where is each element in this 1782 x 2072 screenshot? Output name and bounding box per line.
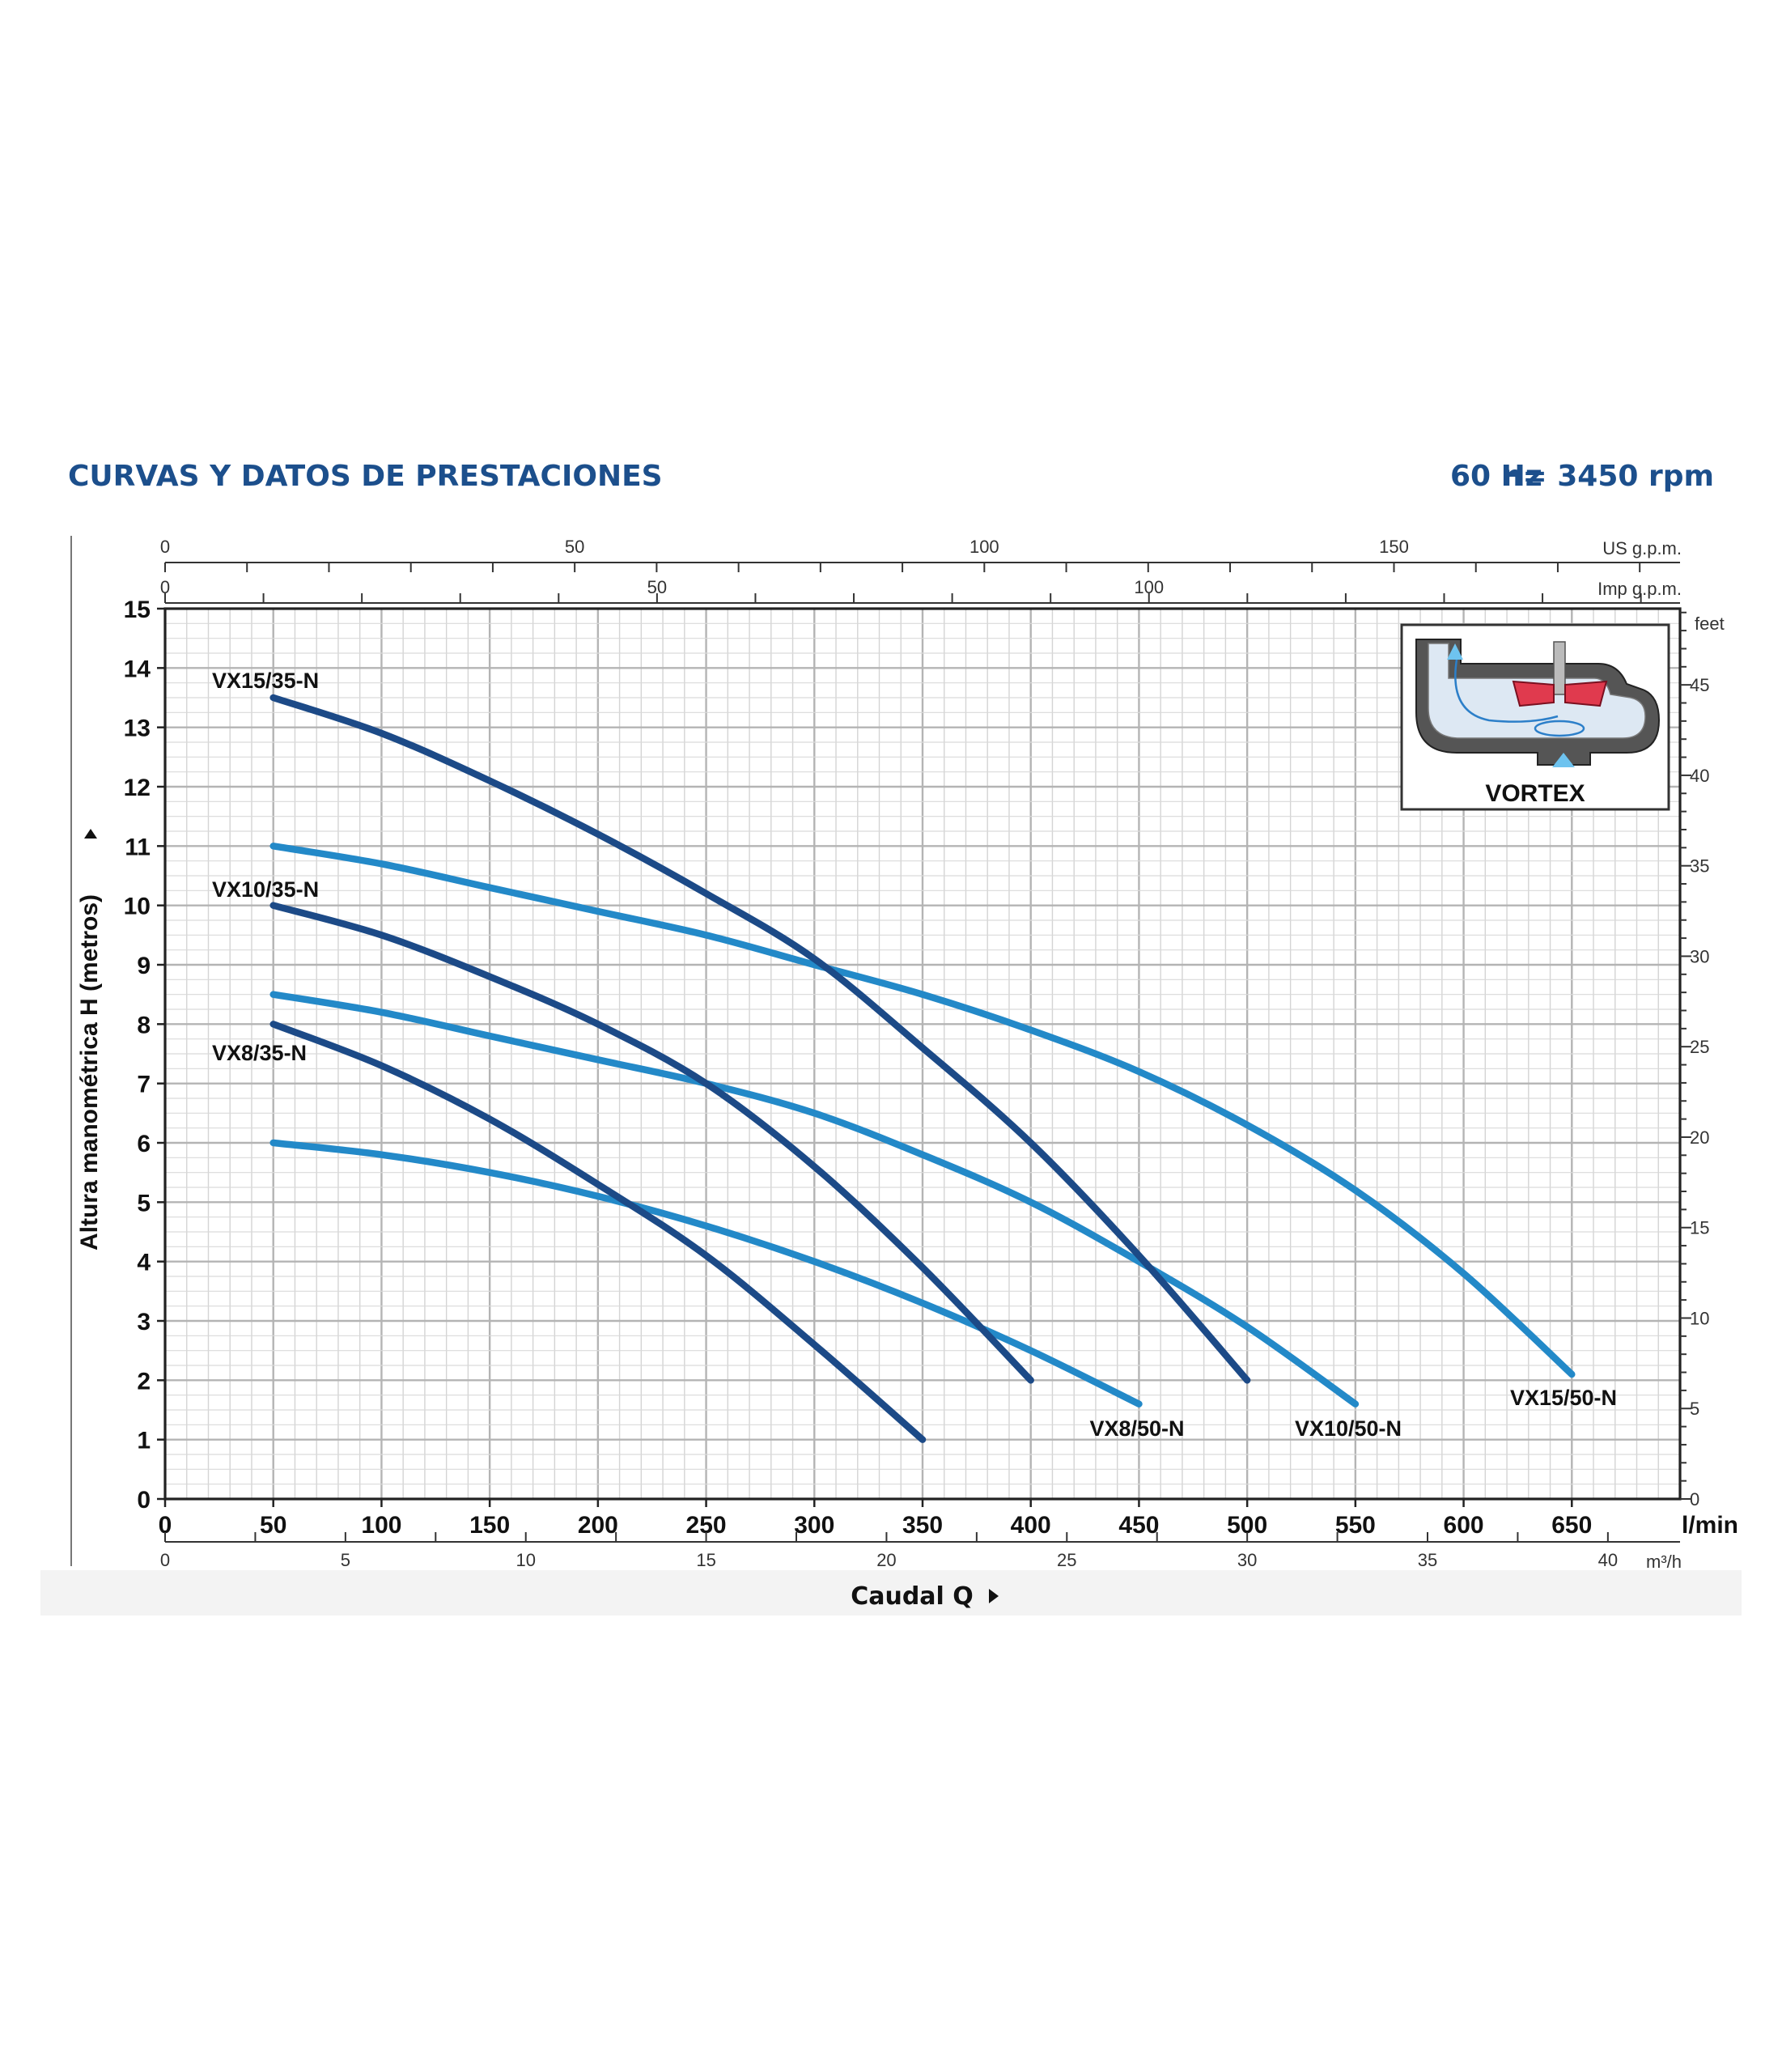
y-tick-label: 3: [137, 1309, 151, 1335]
series-label-vx8-50-n: VX8/50-N: [1089, 1416, 1184, 1441]
flow-line: [1454, 659, 1559, 723]
feet-tick-label: 20: [1690, 1127, 1709, 1148]
pump-shaft: [1553, 641, 1566, 695]
imp-gpm-tick-label: 0: [160, 577, 170, 597]
x-tick-label: 200: [578, 1512, 618, 1539]
m3h-tick-label: 30: [1237, 1550, 1257, 1570]
y-tick-label: 14: [124, 656, 151, 682]
series-label-vx10-50-n: VX10/50-N: [1295, 1416, 1402, 1441]
feet-tick-label: 15: [1690, 1218, 1709, 1238]
series-label-vx10-35-n: VX10/35-N: [212, 877, 319, 902]
us-gpm-unit-label: US g.p.m.: [1602, 538, 1682, 558]
footer-shadow: [40, 1570, 1742, 1616]
y-tick-label: 6: [137, 1131, 151, 1157]
series-line-vx8-35-n: [269, 1021, 927, 1443]
imp-gpm-tick-label: 100: [1134, 577, 1164, 597]
us-gpm-tick-label: 150: [1379, 537, 1409, 557]
us-gpm-tick-label: 0: [160, 537, 170, 557]
m3h-tick-label: 10: [516, 1550, 535, 1570]
axes: 0 50 100 150 200 250 300 350 400 450 500 550 600 650 l…: [124, 537, 1738, 1572]
impeller-blade-right: [1564, 680, 1608, 707]
x-tick-label: 100: [361, 1512, 401, 1539]
y-tick-label: 0: [137, 1487, 151, 1514]
x-axis-title: Caudal Q: [851, 1582, 974, 1611]
y-axis-title: Altura manométrica H (metros): [76, 894, 103, 1250]
series-label-vx8-35-n: VX8/35-N: [212, 1041, 307, 1065]
m3h-unit-label: m³/h: [1646, 1552, 1682, 1572]
x-tick-label: 600: [1444, 1512, 1484, 1539]
y-tick-label: 15: [124, 597, 151, 623]
feet-tick-label: 30: [1690, 946, 1709, 966]
y-tick-label: 5: [137, 1190, 151, 1216]
x-axis-arrow: [989, 1589, 999, 1603]
y-tick-label: 13: [124, 715, 151, 742]
us-gpm-tick-label: 100: [969, 537, 999, 557]
vortex-label: VORTEX: [1485, 780, 1585, 807]
series-line-vx10-35-n: [269, 902, 1034, 1384]
imp-gpm-tick-label: 50: [647, 577, 667, 597]
m3h-tick-label: 25: [1057, 1550, 1076, 1570]
x-unit-label: l/min: [1682, 1512, 1738, 1539]
y-tick-label: 1: [137, 1428, 151, 1454]
x-tick-label: 300: [794, 1512, 834, 1539]
series-line-vx15-35-n: [269, 694, 1251, 1384]
y-tick-label: 4: [137, 1250, 151, 1276]
labels: Altura manométrica H (metros) Caudal Q VX1…: [76, 669, 1617, 1611]
series-line-vx8-50-n: [269, 1139, 1143, 1408]
frequency-label: 60 Hz: [1450, 460, 1542, 493]
x-tick-label: 400: [1011, 1512, 1051, 1539]
y-tick-label: 2: [137, 1368, 151, 1395]
x-tick-label: 650: [1551, 1512, 1592, 1539]
speed-label: n= 3450 rpm: [1501, 460, 1714, 493]
x-tick-label: 350: [902, 1512, 943, 1539]
series: [269, 694, 1576, 1443]
y-tick-label: 10: [124, 894, 151, 920]
x-tick-label: 0: [159, 1512, 172, 1539]
y-tick-label: 9: [137, 953, 151, 979]
impeller-blade-left: [1512, 680, 1555, 707]
y-axis-arrow: [84, 829, 97, 839]
m3h-tick-label: 35: [1418, 1550, 1437, 1570]
m3h-tick-label: 40: [1598, 1550, 1618, 1570]
y-tick-label: 7: [137, 1072, 151, 1098]
m3h-tick-label: 5: [341, 1550, 350, 1570]
feet-unit-label: feet: [1695, 614, 1725, 634]
y-tick-label: 11: [125, 834, 151, 860]
vortex-inset: VORTEX: [1400, 623, 1670, 811]
x-tick-label: 150: [469, 1512, 510, 1539]
feet-tick-label: 10: [1690, 1308, 1709, 1328]
m3h-tick-label: 15: [696, 1550, 715, 1570]
series-line-vx15-50-n: [269, 843, 1576, 1378]
vortex-swirl: [1534, 720, 1585, 737]
y-tick-label: 12: [124, 775, 151, 801]
x-tick-label: 50: [260, 1512, 286, 1539]
m3h-tick-label: 0: [160, 1550, 170, 1570]
inlet-arrow-icon: [1552, 753, 1575, 767]
y-tick-label: 8: [137, 1012, 151, 1038]
feet-tick-label: 35: [1690, 856, 1709, 877]
feet-tick-label: 25: [1690, 1037, 1709, 1057]
outlet-arrow-icon: [1447, 643, 1463, 660]
x-tick-label: 450: [1118, 1512, 1159, 1539]
chart-title: CURVAS Y DATOS DE PRESTACIONES: [68, 460, 663, 493]
feet-tick-label: 5: [1690, 1399, 1699, 1419]
feet-tick-label: 0: [1690, 1489, 1699, 1509]
x-tick-label: 550: [1335, 1512, 1376, 1539]
us-gpm-tick-label: 50: [565, 537, 584, 557]
series-label-vx15-35-n: VX15/35-N: [212, 669, 319, 693]
series-label-vx15-50-n: VX15/50-N: [1510, 1386, 1617, 1410]
feet-tick-label: 45: [1690, 675, 1709, 695]
m3h-tick-label: 20: [876, 1550, 896, 1570]
imp-gpm-unit-label: Imp g.p.m.: [1597, 579, 1682, 599]
series-line-vx10-50-n: [269, 991, 1360, 1408]
feet-tick-label: 40: [1690, 766, 1709, 786]
